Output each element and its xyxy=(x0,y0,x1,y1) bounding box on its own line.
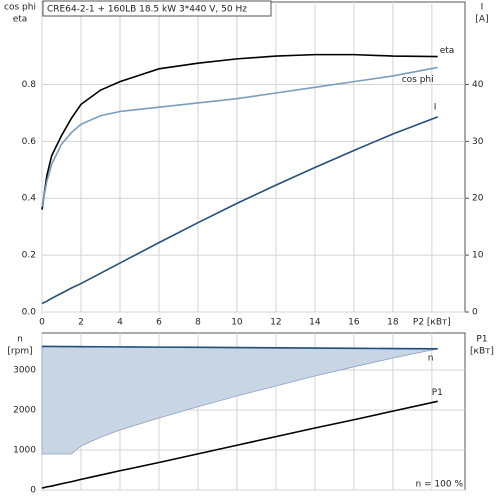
x-tick-label: 2 xyxy=(78,318,84,328)
y-axis-label: cos phi xyxy=(4,3,36,13)
series-label: P1 xyxy=(432,388,443,398)
chart-title: CRE64-2-1 + 160LB 18.5 kW 3*440 V, 50 Hz xyxy=(47,5,247,15)
annotation: n = 100 % xyxy=(415,480,463,490)
y-tick-label: 0.2 xyxy=(22,251,36,261)
y-tick-label: 2000 xyxy=(13,406,36,416)
x-tick-label: 14 xyxy=(309,318,321,328)
y2-axis-label: [кВт] xyxy=(470,347,494,357)
x-tick-label: 12 xyxy=(270,318,281,328)
x-tick-label: P2 [кВт] xyxy=(413,318,451,328)
y2-tick-label: 20 xyxy=(472,194,484,204)
y-tick-label: 0.6 xyxy=(22,137,37,147)
x-tick-label: 6 xyxy=(156,318,162,328)
y2-tick-label: 30 xyxy=(472,137,484,147)
y-tick-label: 0.0 xyxy=(22,308,37,318)
y-tick-label: 0 xyxy=(30,486,36,496)
title-box xyxy=(42,0,272,17)
series-label: cos phi xyxy=(402,75,434,85)
series-line xyxy=(41,53,438,210)
x-tick-label: 18 xyxy=(387,318,399,328)
series-line xyxy=(41,400,438,489)
series-line xyxy=(41,345,438,350)
y2-axis-label: [A] xyxy=(475,15,488,25)
y2-tick-label: 0 xyxy=(472,308,478,318)
series-label: n xyxy=(428,353,434,363)
y2-axis-label: P1 xyxy=(476,335,487,345)
top-frame xyxy=(41,1,466,313)
y-tick-label: 3000 xyxy=(13,366,36,376)
series-line xyxy=(41,66,438,207)
y-axis-label: eta xyxy=(13,15,28,25)
y-tick-label: 0.8 xyxy=(22,80,37,90)
x-tick-label: 10 xyxy=(231,318,243,328)
x-tick-label: 16 xyxy=(348,318,360,328)
y2-axis-label: I xyxy=(481,3,484,13)
x-tick-label: 4 xyxy=(117,318,123,328)
series-label: I xyxy=(434,102,437,112)
y2-tick-label: 10 xyxy=(472,251,484,261)
x-tick-label: 8 xyxy=(195,318,201,328)
y-tick-label: 0.4 xyxy=(22,194,37,204)
y-tick-label: 1000 xyxy=(13,446,36,456)
series-line xyxy=(41,116,438,305)
x-tick-label: 0 xyxy=(39,318,45,328)
y-axis-label: n xyxy=(17,335,23,345)
y-axis-label: [rpm] xyxy=(7,347,32,357)
y2-tick-label: 40 xyxy=(472,80,484,90)
series-label: eta xyxy=(440,46,455,56)
operating-area xyxy=(41,345,438,455)
